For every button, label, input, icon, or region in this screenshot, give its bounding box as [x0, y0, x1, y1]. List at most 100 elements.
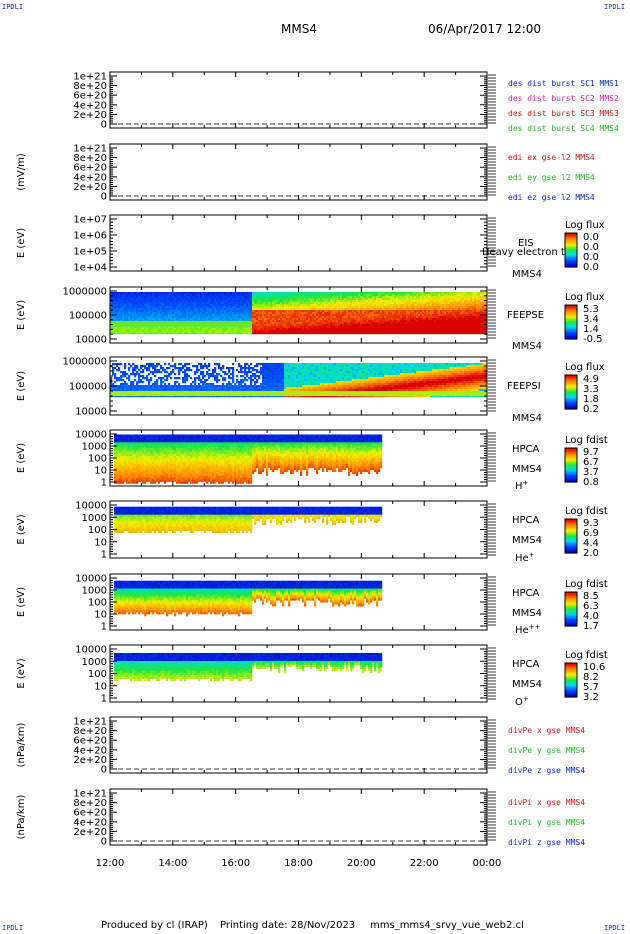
y-tick-label: 4e+20	[73, 745, 107, 756]
legend-entry: edi ez gse l2 MMS4	[508, 193, 595, 202]
y-axis-label: E (eV)	[16, 514, 27, 544]
colorbar-tick-label: -0.5	[583, 334, 603, 345]
y-tick-label: 1000	[82, 442, 107, 453]
colorbar-title: Log fdist	[565, 506, 608, 517]
colorbar	[564, 374, 578, 410]
panel-frame	[109, 71, 488, 129]
date-title: 06/Apr/2017 12:00	[428, 22, 542, 36]
y-tick-label: 100000	[69, 311, 107, 322]
y-tick-label: 1e+21	[73, 144, 107, 155]
y-tick-label: 2e+20	[73, 755, 107, 766]
y-tick-label: 1000	[82, 586, 107, 597]
spacecraft-label: MMS4	[512, 608, 542, 619]
y-tick-label: 0	[101, 192, 107, 203]
colorbar-tick-label: 10.6	[583, 662, 605, 673]
y-tick-label: 6e+20	[73, 808, 107, 819]
legend-entry: des dist burst SC4 MMS4	[508, 124, 619, 133]
instrument-label: FEEPSE	[507, 310, 544, 321]
colorbar-title: Log fdist	[565, 435, 608, 446]
legend-entry: divPe z gse MMS4	[508, 766, 585, 775]
colorbar	[564, 304, 578, 340]
legend-entry: des dist burst SC2 MMS2	[508, 94, 619, 103]
y-axis-label: E (eV)	[16, 443, 27, 473]
colorbar-tick-label: 6.7	[583, 457, 599, 468]
legend-entry: divPe y gse MMS4	[508, 746, 585, 755]
x-tick-label: 20:00	[347, 858, 376, 869]
y-tick-label: 100	[88, 669, 107, 680]
colorbar-tick-label: 5.3	[583, 304, 599, 315]
panel-frame	[109, 143, 488, 201]
spectrogram-5	[110, 363, 487, 398]
y-tick-label: 8e+20	[73, 153, 107, 164]
panel-4: 1000000 100000 10000 E (eV) FEEPSE MMS4 Log fl…	[16, 286, 605, 352]
spectrogram-4	[110, 287, 487, 343]
y-tick-label: 10000	[75, 501, 107, 512]
y-tick-label: 8e+20	[73, 726, 107, 737]
y-axis-label: E (eV)	[16, 228, 27, 258]
colorbar-title: Log fdist	[565, 650, 608, 661]
y-tick-label: 1e+06	[73, 231, 107, 242]
instrument-label: HPCA	[512, 444, 540, 455]
instrument-label: FEEPSI	[507, 381, 541, 392]
spacecraft-label: MMS4	[512, 464, 542, 475]
colorbar-tick-label: 0.0	[583, 232, 599, 243]
spacecraft-label: MMS4	[512, 413, 542, 424]
spacecraft-label: MMS4	[512, 679, 542, 690]
instrument-label: EIS	[518, 238, 534, 249]
y-tick-label: 10000	[75, 574, 107, 585]
colorbar-tick-label: 0.8	[583, 477, 599, 488]
y-tick-label: 10000	[75, 430, 107, 441]
species-label: O+	[515, 695, 529, 708]
y-tick-label: 10000	[75, 645, 107, 656]
colorbar-tick-label: 3.2	[583, 692, 599, 703]
colorbar-tick-label: 9.3	[583, 518, 599, 529]
colorbar-tick-label: 5.7	[583, 682, 599, 693]
legend-entry: divPi z gse MMS4	[508, 838, 585, 847]
colorbar-tick-label: 1.4	[583, 324, 599, 335]
legend-entry: edi ey gse l2 MMS4	[508, 173, 595, 182]
colorbar	[564, 447, 578, 483]
colorbar-title: Log flux	[565, 292, 605, 303]
y-tick-label: 1000000	[62, 357, 107, 368]
colorbar-tick-label: 0.0	[583, 242, 599, 253]
y-tick-label: 4e+20	[73, 817, 107, 828]
colorbar-tick-label: 4.9	[583, 374, 599, 385]
y-tick-label: 100000	[69, 382, 107, 393]
colorbar-tick-label: 0.0	[583, 252, 599, 263]
y-tick-label: 6e+20	[73, 91, 107, 102]
spacecraft-label: MMS4	[512, 269, 542, 280]
colorbar	[564, 232, 578, 268]
y-tick-label: 1e+05	[73, 247, 107, 258]
spectrogram-8	[114, 580, 383, 617]
y-axis-label: E (eV)	[16, 371, 27, 401]
footer-script-name: mms_mms4_srvy_vue_web2.cl	[370, 920, 524, 931]
y-axis-label: (nPa/km)	[16, 795, 27, 840]
y-tick-label: 10	[94, 610, 107, 621]
y-tick-label: 1000	[82, 657, 107, 668]
instrument-label: HPCA	[512, 588, 540, 599]
colorbar-tick-label: 0.0	[583, 262, 599, 273]
y-tick-label: 8e+20	[73, 81, 107, 92]
y-tick-label: 1e+04	[73, 263, 107, 274]
y-tick-label: 100	[88, 525, 107, 536]
colorbar-title: Log fdist	[565, 579, 608, 590]
y-tick-label: 2e+20	[73, 110, 107, 121]
y-tick-label: 10000	[75, 335, 107, 346]
colorbar	[564, 662, 578, 698]
colorbar-tick-label: 6.9	[583, 528, 599, 539]
y-tick-label: 4e+20	[73, 172, 107, 183]
panel-frame	[109, 788, 488, 846]
spacecraft-label: MMS4	[512, 341, 542, 352]
legend-entry: des dist burst SC3 MMS3	[508, 109, 619, 118]
panel-5: 1000000 100000 10000 E (eV) FEEPSI MMS4 Log fl…	[16, 356, 605, 424]
y-tick-label: 1000000	[62, 287, 107, 298]
legend-entry: divPi x gse MMS4	[508, 798, 585, 807]
y-tick-label: 1	[101, 550, 107, 561]
panel-frame	[109, 214, 488, 272]
colorbar-tick-label: 2.0	[583, 548, 599, 559]
